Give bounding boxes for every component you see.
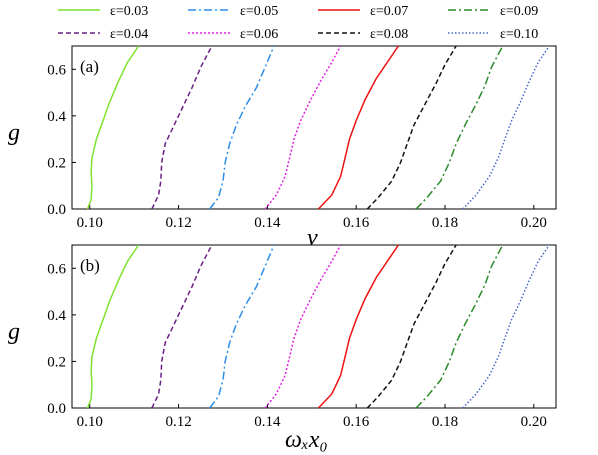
legend-label: ε=0.08 xyxy=(370,27,408,42)
y-tick-label: 0.2 xyxy=(47,354,66,370)
x-tick-label: 0.16 xyxy=(343,414,370,430)
y-tick-label: 0.4 xyxy=(47,109,66,125)
x-tick-label: 0.14 xyxy=(254,414,281,430)
x-tick-label: 0.16 xyxy=(343,215,370,231)
panel-a-label: (a) xyxy=(80,57,99,76)
series-line-eps-3 xyxy=(86,244,140,409)
series-line-eps-4 xyxy=(151,244,213,409)
series-line-eps-4 xyxy=(151,45,213,210)
y-tick-label: 0.6 xyxy=(47,62,66,78)
x-tick-label: 0.10 xyxy=(77,215,103,231)
x-tick-label: 0.18 xyxy=(432,414,458,430)
y-tick-label: 0.4 xyxy=(47,308,66,324)
panel-b-ticks: 0.10 0.12 0.14 0.16 0.18 0.20 0.0 0.2 0.4 0.6 xyxy=(47,261,547,430)
series-line-eps-7 xyxy=(317,244,400,409)
panel-a: (a) g v 0.10 0.12 0.14 0.16 0.18 0.200.00.20.… xyxy=(8,45,557,251)
panel-b-label: (b) xyxy=(80,256,100,275)
panel-a-series xyxy=(86,45,550,210)
series-line-eps-10 xyxy=(462,45,550,210)
panel-a-xlabel: v xyxy=(307,225,318,251)
legend-label: ε=0.07 xyxy=(370,4,408,19)
legend-label: ε=0.05 xyxy=(240,4,278,19)
panel-a-frame xyxy=(71,45,557,210)
legend-label: ε=0.03 xyxy=(110,4,148,19)
series-line-eps-8 xyxy=(366,244,457,409)
y-tick-label: 0.6 xyxy=(47,261,66,277)
series-line-eps-3 xyxy=(86,45,140,210)
x-tick-label: 0.20 xyxy=(521,414,547,430)
y-tick-label: 0.0 xyxy=(47,202,66,218)
series-line-eps-5 xyxy=(209,244,275,409)
panel-b-ylabel: g xyxy=(8,319,20,345)
y-tick-label: 0.2 xyxy=(47,155,66,171)
panel-b: (b) g ωₓx₀ 0.10 0.12 0.14 0.16 0.18 0.200.00.… xyxy=(8,244,557,453)
x-tick-label: 0.12 xyxy=(165,215,191,231)
series-line-eps-7 xyxy=(317,45,400,210)
x-tick-label: 0.12 xyxy=(165,414,191,430)
series-line-eps-10 xyxy=(462,244,550,409)
x-tick-label: 0.20 xyxy=(521,215,547,231)
y-tick-label: 0.0 xyxy=(47,401,66,417)
panel-b-series xyxy=(86,244,550,409)
x-tick-label: 0.18 xyxy=(432,215,458,231)
legend-label: ε=0.06 xyxy=(240,27,278,42)
series-line-eps-6 xyxy=(264,244,342,409)
x-tick-label: 0.10 xyxy=(77,414,103,430)
panel-a-ylabel: g xyxy=(8,120,20,146)
panel-b-frame xyxy=(71,244,557,409)
legend-label: ε=0.10 xyxy=(500,27,538,42)
panel-b-xlabel: ωₓx₀ xyxy=(285,427,328,453)
legend-label: ε=0.04 xyxy=(110,27,148,42)
x-tick-label: 0.14 xyxy=(254,215,281,231)
series-line-eps-9 xyxy=(415,244,504,409)
series-line-eps-5 xyxy=(209,45,275,210)
panel-a-ticks: 0.10 0.12 0.14 0.16 0.18 0.20 0.0 0.2 0.4 0.6 xyxy=(47,62,547,231)
series-line-eps-8 xyxy=(366,45,457,210)
series-line-eps-6 xyxy=(264,45,342,210)
series-line-eps-9 xyxy=(415,45,504,210)
legend: ε=0.03 ε=0.04 ε=0.05 ε=0.06 ε=0.07 ε=0.08 ε=0.… xyxy=(58,4,538,42)
legend-label: ε=0.09 xyxy=(500,4,538,19)
